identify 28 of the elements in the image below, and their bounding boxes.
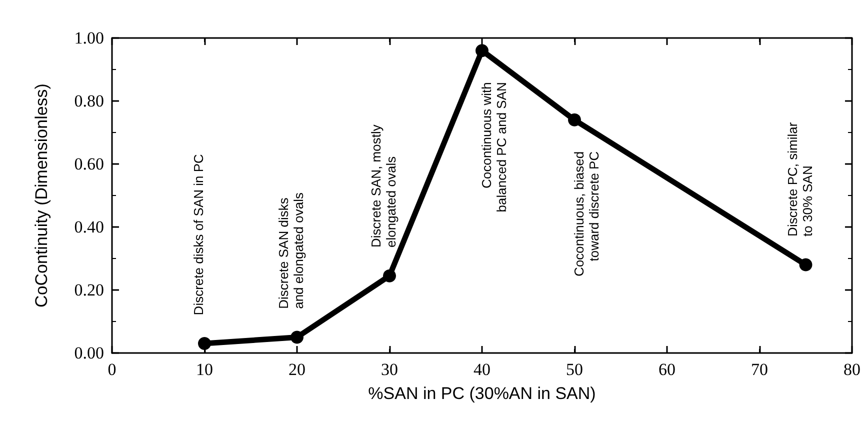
x-tick-label: 10 bbox=[196, 360, 213, 379]
x-tick-label: 70 bbox=[751, 360, 768, 379]
annotation: Cocontinuous, biased toward discrete PC bbox=[572, 151, 602, 276]
annotation: Discrete disks of SAN in PC bbox=[191, 154, 206, 316]
y-tick-label: 0.40 bbox=[74, 218, 104, 236]
point bbox=[290, 330, 304, 344]
point bbox=[568, 113, 581, 126]
x-tick-label: 30 bbox=[381, 360, 398, 379]
annotation: Discrete SAN disks and elongated ovals bbox=[276, 192, 306, 309]
y-tick-label: 1.00 bbox=[74, 28, 104, 48]
point bbox=[476, 44, 488, 58]
x-tick-label: 60 bbox=[658, 360, 676, 379]
y-tick-label: 0.60 bbox=[74, 154, 104, 174]
x-tick-label: 80 bbox=[844, 360, 860, 379]
x-tick-label: 50 bbox=[566, 360, 583, 379]
y-axis-title: CoContinuity (Dimensionless) bbox=[32, 84, 51, 308]
point bbox=[383, 269, 396, 282]
point bbox=[198, 337, 211, 350]
y-tick-label: 0.20 bbox=[74, 280, 104, 300]
annotation: Discrete PC, similar to 30% SAN bbox=[784, 122, 815, 236]
y-tick-label: 0.80 bbox=[74, 92, 104, 110]
point bbox=[799, 258, 812, 272]
x-tick-label: 40 bbox=[474, 360, 490, 379]
y-tick-label: 0.00 bbox=[74, 344, 104, 362]
x-axis-title: %SAN in PC (30%AN in SAN) bbox=[368, 384, 596, 403]
x-tick-label: 20 bbox=[288, 360, 306, 379]
annotation: Cocontinuous with balanced PC and SAN bbox=[479, 82, 509, 212]
x-tick-label: 0 bbox=[108, 360, 116, 379]
